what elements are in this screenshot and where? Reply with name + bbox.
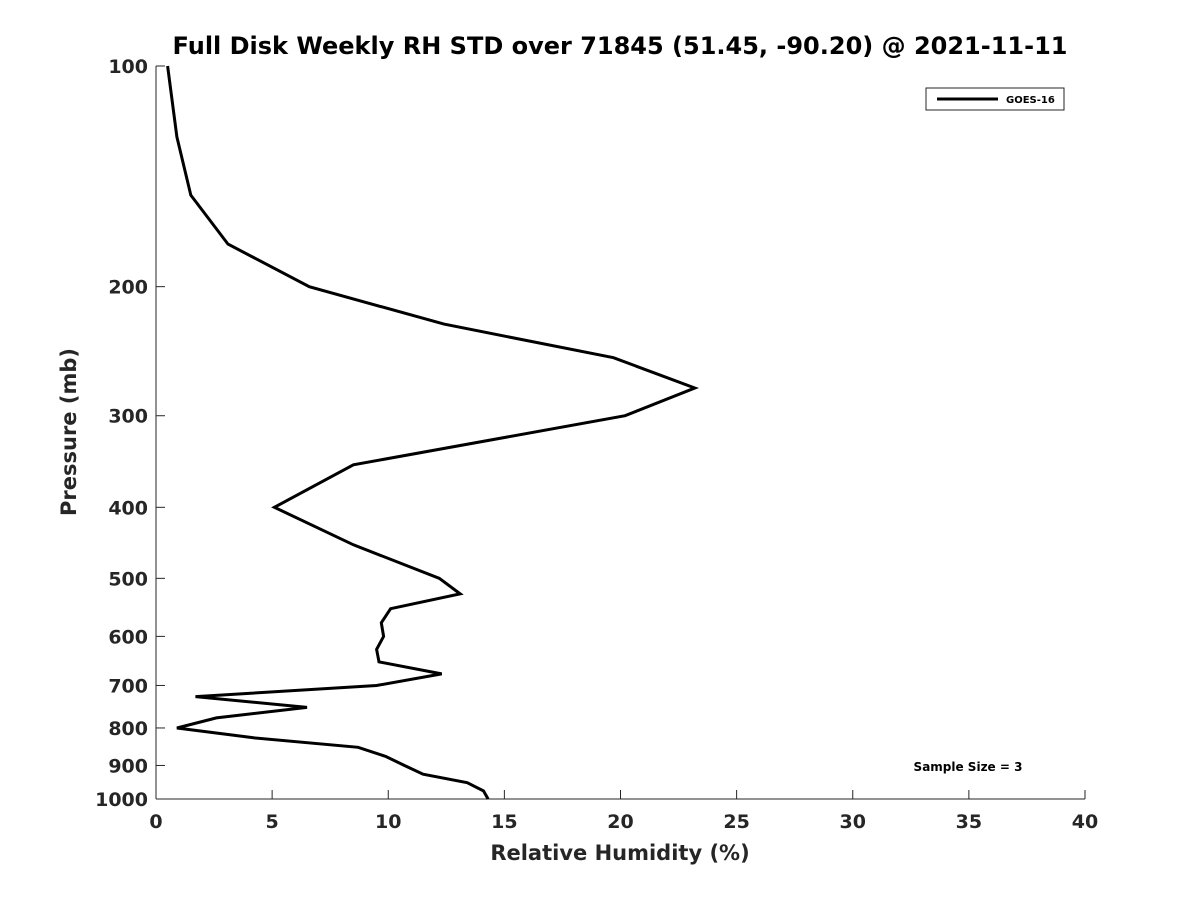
x-tick-label: 10 xyxy=(375,811,401,833)
y-axis-label: Pressure (mb) xyxy=(57,348,81,516)
y-tick-label: 700 xyxy=(108,675,148,697)
x-tick-label: 0 xyxy=(149,811,162,833)
y-tick-label: 900 xyxy=(108,755,148,777)
sample-size-annotation: Sample Size = 3 xyxy=(914,760,1023,774)
legend-label: GOES-16 xyxy=(1006,95,1055,106)
y-tick-label: 300 xyxy=(108,406,148,428)
x-tick-label: 20 xyxy=(607,811,633,833)
x-tick-label: 35 xyxy=(956,811,982,833)
axes-layer: 0 5 10 15 20 25 30 35 40 100 200 300 400 500 600 700 800… xyxy=(95,56,1098,833)
y-tick-label: 200 xyxy=(108,277,148,299)
y-tick-label: 800 xyxy=(108,718,148,740)
x-tick-label: 25 xyxy=(723,811,749,833)
chart-title: Full Disk Weekly RH STD over 71845 (51.4… xyxy=(173,32,1068,60)
series-layer xyxy=(166,65,699,800)
x-tick-label: 5 xyxy=(266,811,279,833)
y-tick-label: 400 xyxy=(108,497,148,519)
y-tick-label: 100 xyxy=(108,56,148,78)
x-tick-label: 30 xyxy=(840,811,866,833)
legend: GOES-16 xyxy=(925,87,1065,111)
series-line-0 xyxy=(166,65,699,800)
x-tick-label: 40 xyxy=(1072,811,1098,833)
x-axis-label: Relative Humidity (%) xyxy=(490,841,749,865)
y-tick-label: 500 xyxy=(108,568,148,590)
y-tick-label: 1000 xyxy=(95,789,148,811)
y-tick-label: 600 xyxy=(108,626,148,648)
x-tick-label: 15 xyxy=(491,811,517,833)
